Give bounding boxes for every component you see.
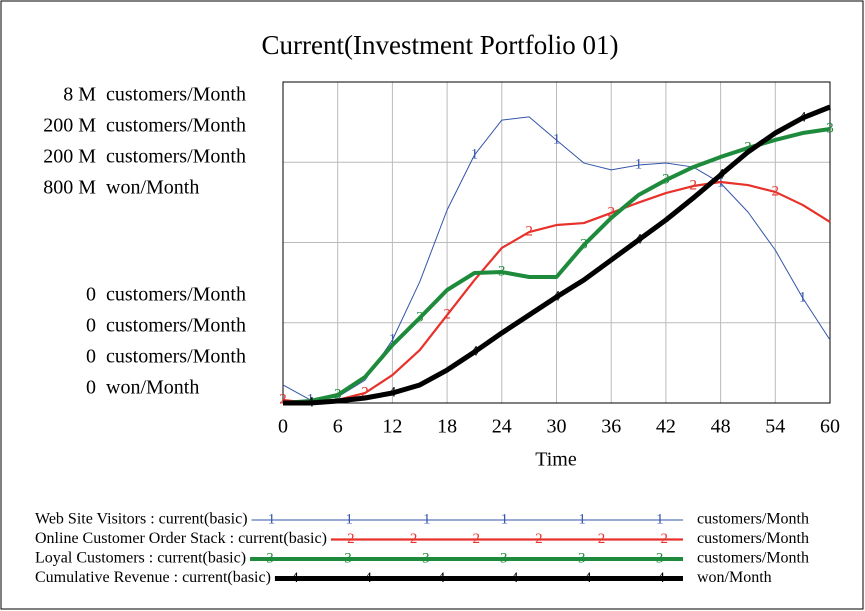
series-marker: 2 xyxy=(279,391,287,407)
series-marker: 3 xyxy=(744,139,752,155)
y-tick-label: 200 M xyxy=(43,146,96,168)
x-axis-label: Time xyxy=(535,449,577,471)
legend-marker: 1 xyxy=(501,511,509,527)
legend-marker: 4 xyxy=(511,570,519,586)
legend-label: Online Customer Order Stack : current(ba… xyxy=(35,530,327,547)
x-tick-label: 36 xyxy=(601,416,621,438)
x-tick-label: 42 xyxy=(656,416,676,438)
series-marker: 4 xyxy=(389,384,397,400)
x-tick-label: 30 xyxy=(547,416,567,438)
y-unit: customers/Month xyxy=(106,284,246,306)
legend-marker: 4 xyxy=(657,570,665,586)
x-tick-label: 48 xyxy=(711,416,731,438)
legend-marker: 1 xyxy=(423,511,431,527)
y-unit: won/Month xyxy=(106,377,199,399)
legend-marker: 1 xyxy=(578,511,586,527)
series-marker: 1 xyxy=(389,331,397,347)
series-marker: 3 xyxy=(662,172,670,188)
y-tick-label: 0 xyxy=(86,377,96,399)
legend-marker: 4 xyxy=(364,570,372,586)
legend-marker: 4 xyxy=(291,570,299,586)
series-marker: 2 xyxy=(607,204,615,220)
series-marker: 2 xyxy=(443,306,451,322)
y-tick-label: 0 xyxy=(86,315,96,337)
legend-marker: 3 xyxy=(578,550,586,566)
legend-marker: 1 xyxy=(268,511,276,527)
y-tick-label: 0 xyxy=(86,346,96,368)
y-tick-label: 800 M xyxy=(43,177,96,199)
x-tick-label: 24 xyxy=(492,416,512,438)
y-tick-label: 0 xyxy=(86,284,96,306)
y-unit: customers/Month xyxy=(106,115,246,137)
y-unit: customers/Month xyxy=(106,84,246,106)
x-tick-label: 12 xyxy=(382,416,402,438)
y-unit: customers/Month xyxy=(106,146,246,168)
x-tick-label: 0 xyxy=(278,416,288,438)
legend-unit: customers/Month xyxy=(697,550,809,567)
y-tick-label: 8 M xyxy=(63,84,96,106)
legend-marker: 1 xyxy=(656,511,664,527)
legend-marker: 4 xyxy=(438,570,446,586)
series-marker: 3 xyxy=(498,263,506,279)
legend-marker: 3 xyxy=(656,550,664,566)
series-marker: 1 xyxy=(553,132,561,148)
series-line xyxy=(283,104,831,406)
legend-unit: won/Month xyxy=(697,569,772,586)
series-marker: 3 xyxy=(580,237,588,253)
legend-marker: 3 xyxy=(500,550,508,566)
series-marker: 2 xyxy=(525,224,533,240)
legend-marker: 2 xyxy=(472,531,480,547)
series-marker: 3 xyxy=(416,309,424,325)
legend-marker: 3 xyxy=(266,550,274,566)
series-marker: 4 xyxy=(635,231,643,247)
series-marker: 1 xyxy=(471,146,479,162)
series-marker: 4 xyxy=(471,343,479,359)
y-unit: won/Month xyxy=(106,177,199,199)
series-marker: 4 xyxy=(717,166,725,182)
x-tick-label: 18 xyxy=(437,416,457,438)
series-marker: 2 xyxy=(772,183,780,199)
series-marker: 2 xyxy=(690,177,698,193)
legend-unit: customers/Month xyxy=(697,530,809,547)
legend-unit: customers/Month xyxy=(697,511,809,528)
series-marker: 4 xyxy=(799,109,807,125)
y-tick-label: 200 M xyxy=(43,115,96,137)
legend-marker: 2 xyxy=(535,531,543,547)
legend-label: Loyal Customers : current(basic) xyxy=(35,550,246,567)
series-marker: 1 xyxy=(635,156,643,172)
legend-marker: 2 xyxy=(598,531,606,547)
series-line xyxy=(282,127,831,405)
legend-label: Cumulative Revenue : current(basic) xyxy=(35,569,271,586)
series-marker: 2 xyxy=(361,384,369,400)
series-marker: 1 xyxy=(799,289,807,305)
legend-marker: 2 xyxy=(347,531,355,547)
legend-marker: 3 xyxy=(422,550,430,566)
plot-frame xyxy=(282,81,831,404)
series-marker: 3 xyxy=(334,386,342,402)
legend-label: Web Site Visitors : current(basic) xyxy=(35,511,248,528)
series-marker: 4 xyxy=(307,394,315,410)
y-unit: customers/Month xyxy=(106,346,246,368)
legend-marker: 1 xyxy=(345,511,353,527)
x-tick-label: 60 xyxy=(820,416,840,438)
series-marker: 3 xyxy=(826,120,834,136)
x-tick-label: 54 xyxy=(765,416,785,438)
series-line xyxy=(282,180,831,405)
y-unit: customers/Month xyxy=(106,315,246,337)
series-marker: 4 xyxy=(553,288,561,304)
x-tick-label: 6 xyxy=(333,416,343,438)
legend-marker: 2 xyxy=(660,531,668,547)
legend-marker: 4 xyxy=(584,570,592,586)
legend-marker: 3 xyxy=(344,550,352,566)
chart-title: Current(Investment Portfolio 01) xyxy=(262,30,619,60)
legend-marker: 2 xyxy=(410,531,418,547)
